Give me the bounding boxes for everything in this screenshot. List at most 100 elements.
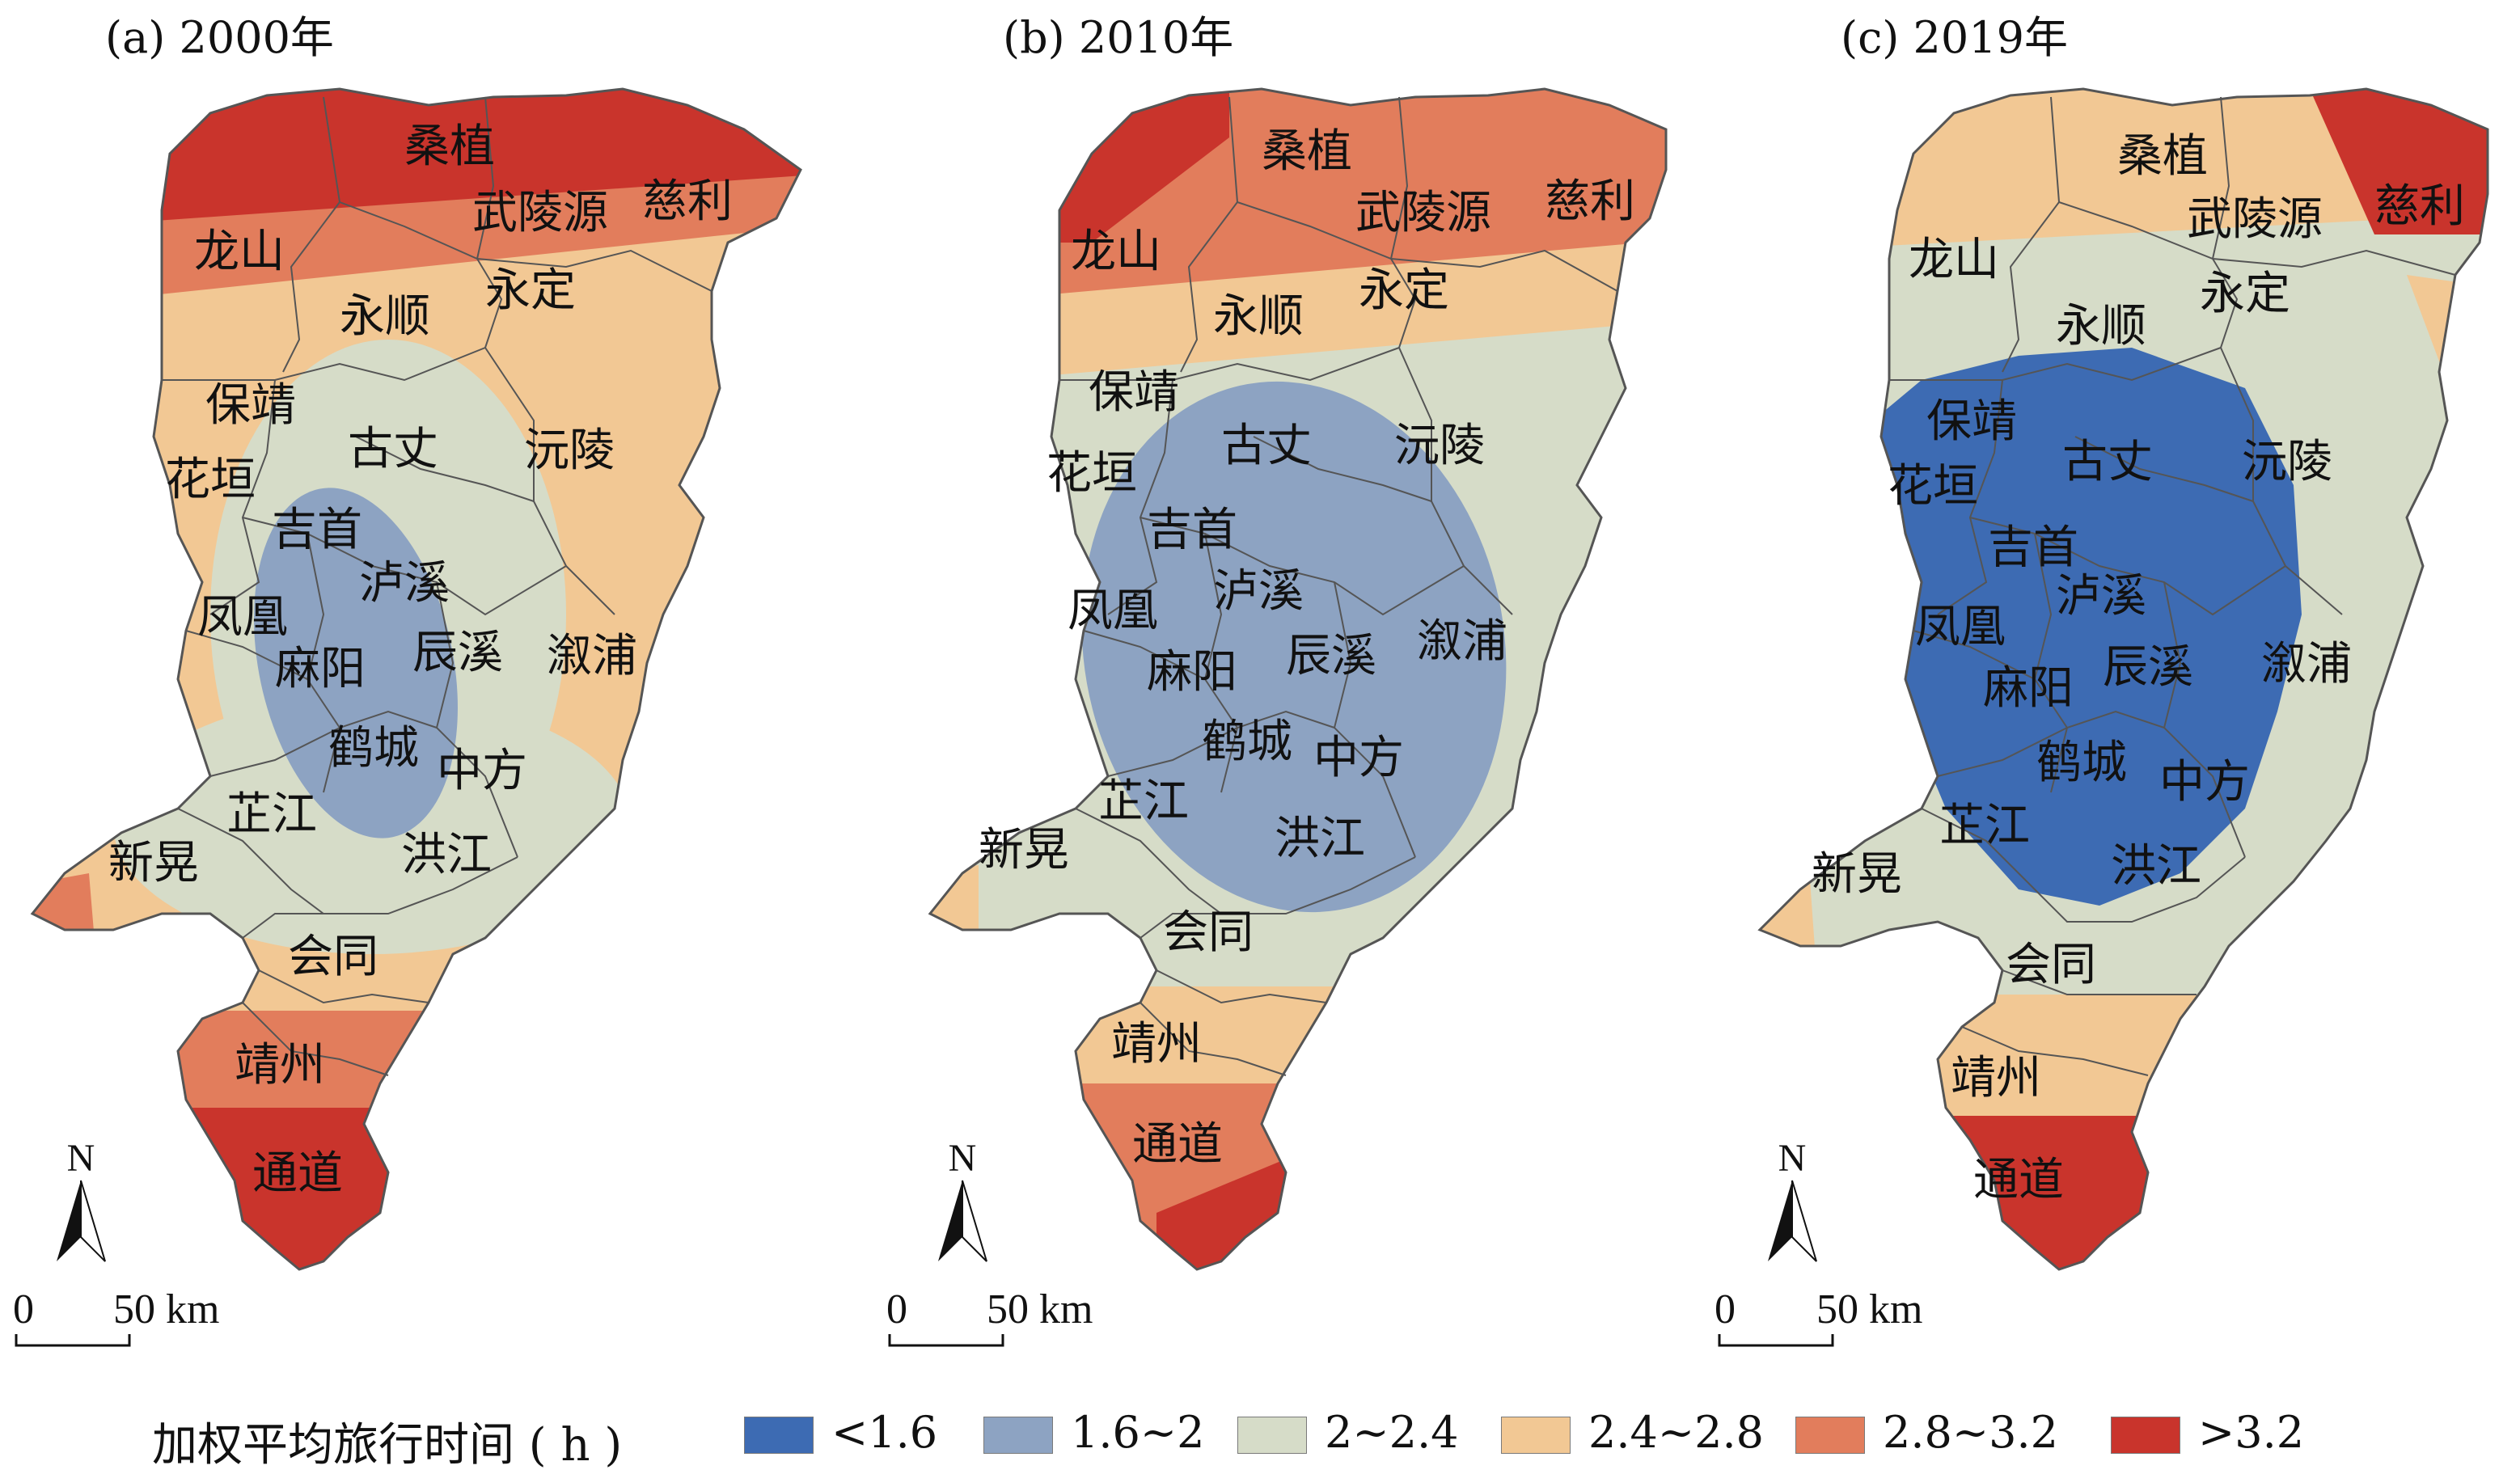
scale-bar: 0 50 km [886,1286,1093,1347]
label-麻阳: 麻阳 [1147,648,1237,698]
svg-text:N: N [67,1137,95,1180]
map-svg: 桑植 慈利 武陵源 龙山 永顺 永定 保靖 古丈 沅陵 花垣 吉首 泸溪 凤凰 … [1715,87,2489,1347]
label-古丈: 古丈 [2062,437,2153,488]
label-永顺: 永顺 [2056,302,2146,352]
label-泸溪: 泸溪 [359,559,450,609]
label-靖州: 靖州 [1951,1054,2041,1104]
svg-text:0: 0 [13,1286,34,1333]
label-凤凰: 凤凰 [197,593,288,643]
label-辰溪: 辰溪 [412,628,503,678]
label-麻阳: 麻阳 [1983,664,2074,714]
label-靖州: 靖州 [235,1041,325,1091]
class-band-2.4-2.8 [1760,857,1816,970]
label-会同: 会同 [1163,908,1254,958]
label-泸溪: 泸溪 [2056,572,2146,622]
label-古丈: 古丈 [348,424,438,475]
label-沅陵: 沅陵 [524,426,615,476]
label-新晃: 新晃 [108,838,199,889]
north-arrow: N [57,1137,106,1262]
legend-swatch-1.6-2 [983,1417,1053,1454]
legend-label-2.4-2.8: 2.4~2.8 [1588,1407,1765,1458]
label-溆浦: 溆浦 [1417,617,1507,667]
legend-swatch-lt1.6 [744,1417,814,1454]
map-svg: 桑植 慈利 武陵源 龙山 永顺 永定 保靖 古丈 沅陵 花垣 吉首 泸溪 凤凰 … [886,87,1668,1347]
label-武陵源: 武陵源 [472,188,608,239]
class-band-2.8-3.2 [32,1011,801,1108]
label-武陵源: 武陵源 [2187,195,2323,245]
label-吉首: 吉首 [1988,523,2078,573]
class-band-1.6-2 [1081,381,1507,913]
scale-bar: 0 50 km [13,1286,219,1347]
label-芷江: 芷江 [1939,801,2030,851]
label-鹤城: 鹤城 [2036,738,2127,788]
label-中方: 中方 [2159,758,2250,808]
label-保靖: 保靖 [1926,397,2017,447]
legend-label-gt3.2: >3.2 [2198,1407,2305,1458]
label-洪江: 洪江 [1275,814,1365,864]
county-labels: 桑植 慈利 武陵源 龙山 永顺 永定 保靖 古丈 沅陵 花垣 吉首 泸溪 凤凰 … [108,122,733,1199]
north-arrow: N [1768,1137,1817,1262]
label-永定: 永定 [1359,266,1449,316]
map-panel-2019: (c) 2019年 [1679,0,2520,1375]
label-通道: 通道 [1132,1120,1223,1170]
label-古丈: 古丈 [1221,421,1312,471]
label-沅陵: 沅陵 [2242,437,2332,488]
legend-swatch-2.4-2.8 [1501,1417,1571,1454]
label-保靖: 保靖 [1089,368,1179,418]
label-靖州: 靖州 [1111,1020,1202,1070]
panel-title: (a) 2000年 [105,12,334,63]
legend-label-2.8-3.2: 2.8~3.2 [1883,1407,2059,1458]
svg-text:50 km: 50 km [1816,1286,1922,1333]
label-花垣: 花垣 [165,455,256,505]
svg-text:50 km: 50 km [987,1286,1093,1333]
label-溆浦: 溆浦 [2261,640,2352,690]
north-arrow: N [938,1137,987,1262]
label-鹤城: 鹤城 [328,724,419,774]
panel-title: (b) 2010年 [1003,12,1234,63]
label-沅陵: 沅陵 [1394,421,1485,471]
label-中方: 中方 [1313,733,1404,783]
label-慈利: 慈利 [2374,182,2465,232]
label-花垣: 花垣 [1046,449,1137,499]
label-洪江: 洪江 [2111,842,2201,892]
label-芷江: 芷江 [226,790,317,840]
class-band-2.4-2.8 [1760,995,2488,1116]
legend-swatch-2.8-3.2 [1795,1417,1865,1454]
legend-title: 加权平均旅行时间 ( h ) [152,1419,623,1472]
label-洪江: 洪江 [401,830,492,881]
class-band-gt3.2 [32,1108,801,1269]
legend-swatch-2-2.4 [1237,1417,1307,1454]
map-panel-2010: (b) 2010年 [849,0,1690,1375]
legend-label-2-2.4: 2~2.4 [1325,1407,1459,1458]
county-boundaries [1757,87,2489,1271]
legend-swatch-gt3.2 [2111,1417,2180,1454]
county-boundaries [928,87,1668,1271]
label-通道: 通道 [1973,1155,2064,1206]
label-永定: 永定 [2200,269,2290,319]
map-panel-2000: (a) 2000年 [0,0,841,1375]
label-新晃: 新晃 [979,826,1069,876]
label-麻阳: 麻阳 [275,644,366,695]
legend-label-1.6-2: 1.6~2 [1071,1407,1205,1458]
label-泸溪: 泸溪 [1213,567,1304,617]
label-中方: 中方 [437,746,527,796]
svg-text:N: N [1778,1137,1807,1180]
label-桑植: 桑植 [404,122,495,172]
label-芷江: 芷江 [1098,777,1189,827]
svg-text:50 km: 50 km [113,1286,219,1333]
label-龙山: 龙山 [1071,227,1161,277]
legend-label-lt1.6: <1.6 [831,1407,938,1458]
label-鹤城: 鹤城 [1202,717,1292,767]
label-吉首: 吉首 [272,505,362,555]
class-band-2.4-2.8 [930,865,979,970]
label-武陵源: 武陵源 [1355,188,1491,239]
label-龙山: 龙山 [194,227,285,277]
label-辰溪: 辰溪 [2103,643,2193,693]
scale-bar: 0 50 km [1715,1286,1922,1347]
class-band-gt3.2 [2310,89,2488,234]
label-永顺: 永顺 [340,292,430,342]
label-新晃: 新晃 [1812,850,1902,900]
county-labels: 桑植 慈利 武陵源 龙山 永顺 永定 保靖 古丈 沅陵 花垣 吉首 泸溪 凤凰 … [979,127,1635,1170]
label-会同: 会同 [288,932,378,982]
label-永顺: 永顺 [1213,292,1304,342]
